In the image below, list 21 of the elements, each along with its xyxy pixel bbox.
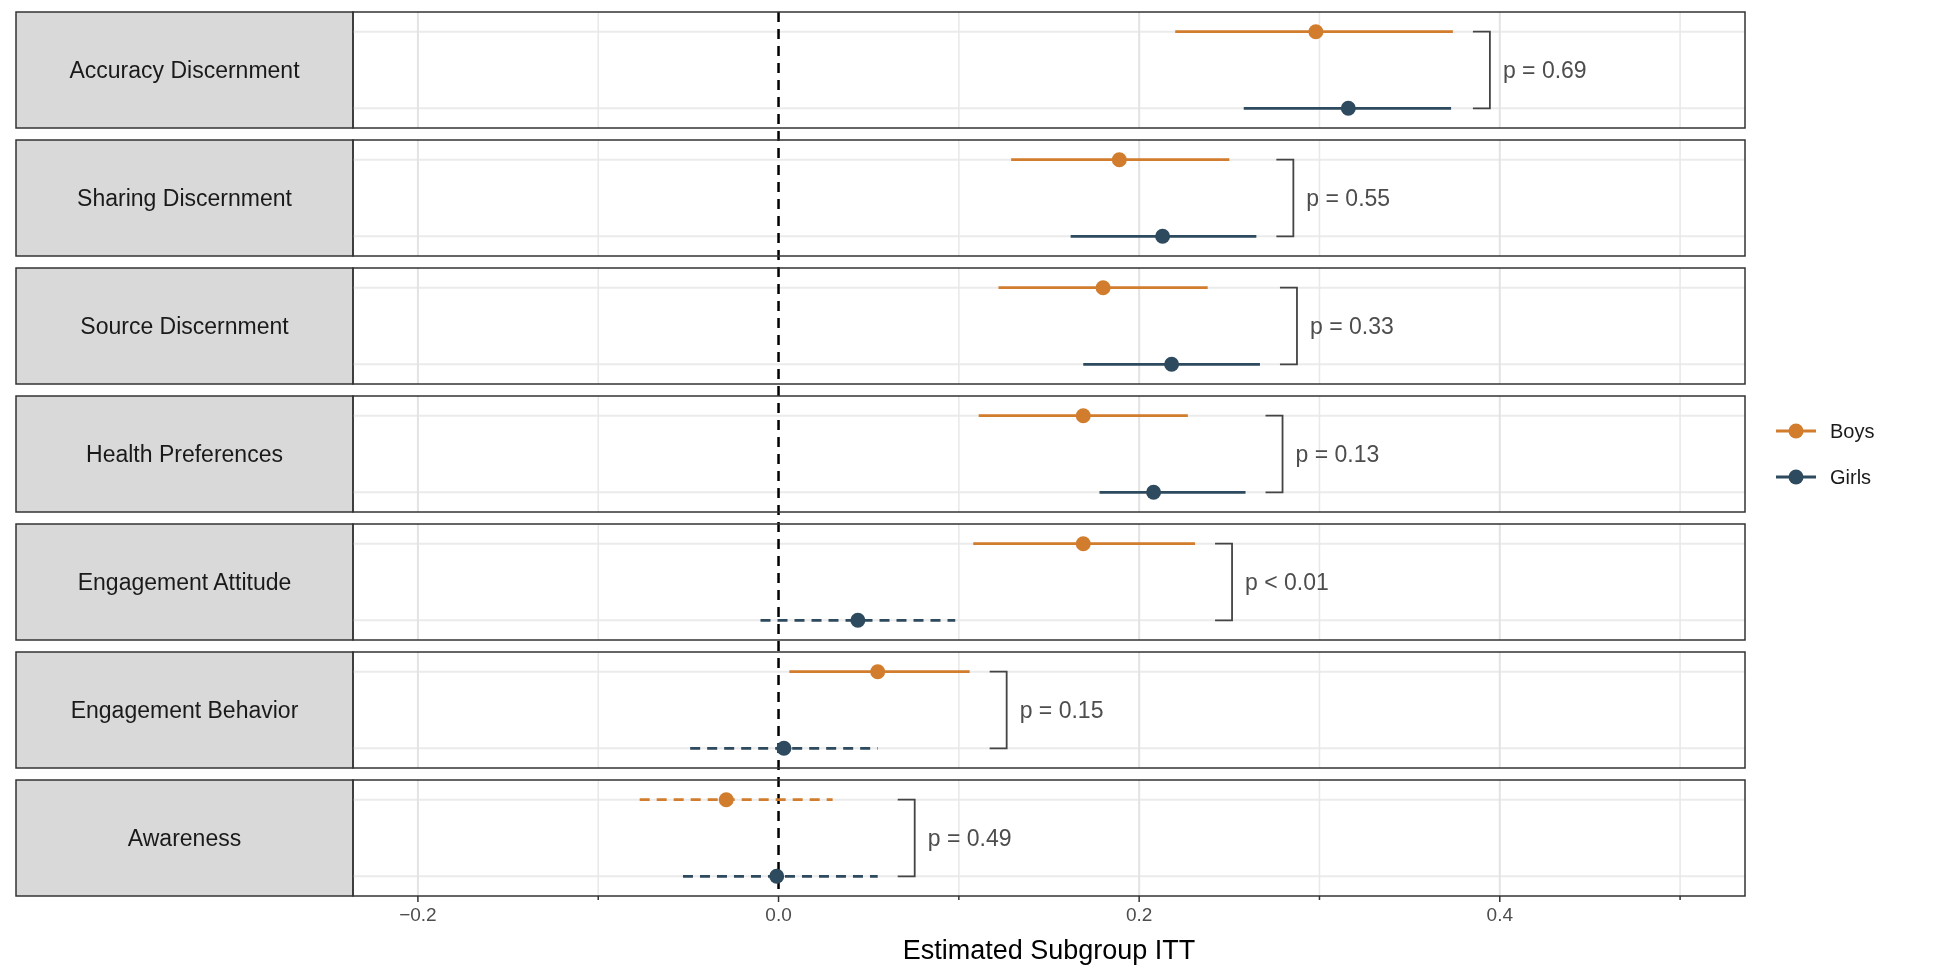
x-tick-label: −0.2 <box>399 904 437 925</box>
legend-label: Girls <box>1830 466 1872 488</box>
x-tick-label: 0.0 <box>765 904 792 925</box>
x-tick-label: 0.2 <box>1125 904 1153 925</box>
y-tick-label: Awareness <box>127 825 242 851</box>
y-tick-label: Engagement Attitude <box>77 569 292 595</box>
y-tick-label: Source Discernment <box>80 313 290 339</box>
x-tick-label: 0.4 <box>1486 904 1514 925</box>
y-tick-label: Engagement Behavior <box>70 697 299 723</box>
annotation: p = 0.55 <box>1306 185 1391 211</box>
y-tick-label: Sharing Discernment <box>77 185 293 211</box>
annotation: p = 0.49 <box>927 825 1012 851</box>
annotation: p = 0.13 <box>1295 441 1380 467</box>
y-tick-label: Accuracy Discernment <box>69 57 301 83</box>
y-tick-label: Health Preferences <box>86 441 283 467</box>
legend-label: Boys <box>1830 420 1875 442</box>
annotation: p = 0.33 <box>1309 313 1394 339</box>
annotation: p = 0.69 <box>1502 57 1587 83</box>
x-axis-title: Estimated Subgroup ITT <box>902 935 1196 965</box>
annotation: p < 0.01 <box>1245 569 1329 595</box>
annotation: p = 0.15 <box>1019 697 1104 723</box>
